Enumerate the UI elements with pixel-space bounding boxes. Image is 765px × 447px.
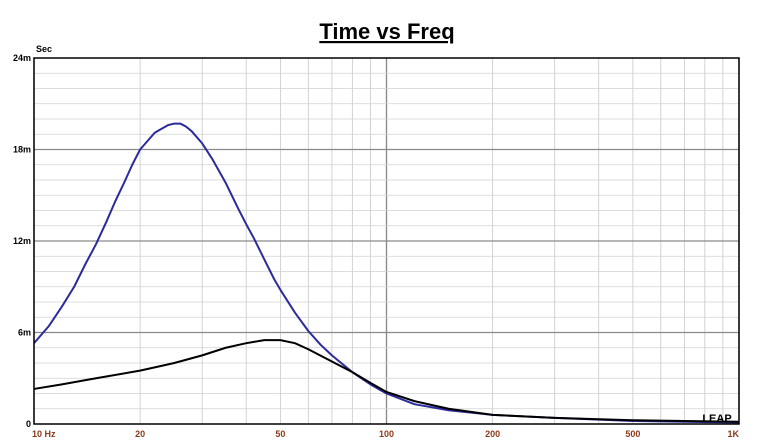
x-tick-label: 50 (275, 429, 285, 439)
x-tick-label: 1K (727, 429, 739, 439)
y-tick-label: 24m (13, 53, 31, 63)
chart-title: Time vs Freq (319, 19, 454, 44)
series-line-2 (33, 339, 740, 423)
y-tick-label: 12m (13, 236, 31, 246)
series-line-1 (33, 122, 740, 424)
x-tick-label: 100 (379, 429, 394, 439)
x-tick-label: 10 Hz (32, 429, 56, 439)
y-tick-label: 0 (26, 419, 31, 429)
x-tick-label: 200 (485, 429, 500, 439)
y-axis-unit-label: Sec (36, 44, 52, 54)
tick-labels: 0 6m 12m 18m 24m 10 Hz 20 50 100 200 500 1K (13, 53, 740, 439)
grid (33, 58, 740, 424)
y-tick-label: 18m (13, 145, 31, 155)
plot-frame (33, 57, 740, 425)
leap-logo: LEAP (702, 413, 731, 425)
x-tick-label: 20 (135, 429, 145, 439)
y-tick-label: 6m (18, 328, 31, 338)
series-lines (33, 122, 740, 424)
x-tick-label: 500 (625, 429, 640, 439)
